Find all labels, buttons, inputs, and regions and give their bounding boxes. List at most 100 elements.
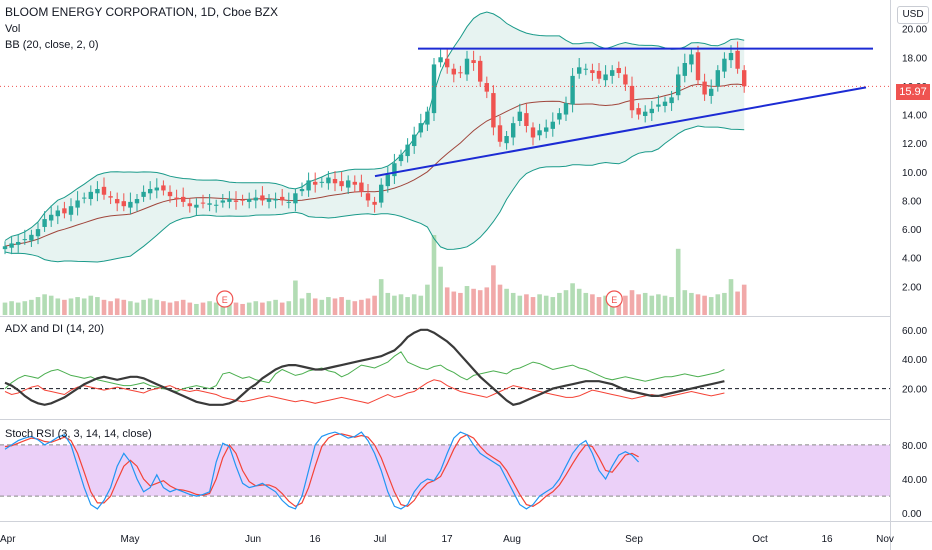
last-price-badge: 15.97 bbox=[896, 84, 930, 100]
candle-body bbox=[570, 75, 575, 105]
candle-body bbox=[214, 204, 219, 206]
candle-body bbox=[596, 70, 602, 79]
candle-body bbox=[471, 60, 476, 63]
candle-body bbox=[742, 70, 747, 87]
candle-body bbox=[82, 197, 87, 199]
candle-body bbox=[286, 201, 291, 203]
candle-body bbox=[623, 74, 628, 85]
candle-body bbox=[398, 154, 404, 162]
candle-body bbox=[49, 214, 54, 221]
candle-body bbox=[610, 70, 615, 76]
currency-button[interactable]: USD bbox=[897, 6, 929, 24]
volume-bar bbox=[735, 291, 740, 315]
candle-body bbox=[484, 83, 489, 92]
volume-bar bbox=[392, 295, 397, 315]
volume-bar bbox=[306, 292, 311, 315]
candle-body bbox=[326, 177, 331, 184]
x-axis-tick: Jun bbox=[245, 534, 261, 545]
x-axis-tick: Sep bbox=[625, 534, 643, 545]
candle-body bbox=[313, 181, 318, 185]
volume-bar bbox=[68, 298, 74, 315]
candle-body bbox=[537, 130, 542, 136]
candle-body bbox=[220, 200, 225, 203]
bollinger-label: BB (20, close, 2, 0) bbox=[5, 39, 99, 51]
volume-bar bbox=[675, 248, 681, 315]
candle-body bbox=[167, 191, 173, 197]
volume-bar bbox=[141, 299, 146, 315]
volume-bar bbox=[299, 298, 305, 315]
volume-bar bbox=[722, 292, 727, 315]
price-axis-tick: 6.00 bbox=[902, 225, 922, 236]
volume-bar bbox=[398, 294, 404, 315]
volume-bar bbox=[95, 297, 100, 315]
candle-body bbox=[187, 203, 192, 207]
volume-bar bbox=[154, 299, 160, 315]
volume-bar bbox=[689, 292, 694, 315]
x-axis-tick: 17 bbox=[441, 534, 453, 545]
candle-body bbox=[75, 200, 80, 208]
volume-bar bbox=[22, 301, 28, 315]
minus-di-line bbox=[4, 379, 725, 404]
price-axis-tick: 4.00 bbox=[902, 254, 922, 265]
candle-body bbox=[431, 64, 437, 114]
volume-bar bbox=[636, 294, 641, 315]
candle-body bbox=[154, 187, 159, 191]
candle-body bbox=[385, 174, 390, 187]
candle-body bbox=[557, 113, 562, 120]
candle-body bbox=[55, 210, 60, 217]
candle-body bbox=[128, 201, 133, 208]
stoch-axis-tick: 0.00 bbox=[902, 509, 922, 520]
candle-body bbox=[583, 68, 588, 70]
x-axis-tick: 16 bbox=[309, 534, 321, 545]
volume-bar bbox=[48, 295, 54, 315]
volume-bar bbox=[187, 302, 193, 315]
candle-body bbox=[695, 52, 701, 81]
candle-body bbox=[629, 85, 635, 111]
candle-body bbox=[101, 186, 107, 195]
x-axis-tick: Aug bbox=[503, 534, 521, 545]
volume-bar bbox=[326, 297, 331, 315]
volume-bar bbox=[167, 302, 173, 315]
volume-bar bbox=[332, 298, 338, 315]
candle-body bbox=[88, 191, 93, 200]
x-axis-tick: Jul bbox=[374, 534, 387, 545]
volume-bar bbox=[669, 297, 674, 315]
volume-bar bbox=[101, 299, 107, 315]
volume-bar bbox=[62, 299, 67, 315]
volume-bar bbox=[200, 302, 206, 315]
volume-bar bbox=[590, 294, 595, 315]
earnings-marker bbox=[216, 290, 234, 308]
candle-body bbox=[497, 125, 503, 142]
volume-bar bbox=[596, 297, 602, 315]
candle-body bbox=[108, 196, 113, 198]
candle-body bbox=[379, 184, 384, 203]
volume-bar bbox=[418, 295, 424, 315]
stoch-axis-tick: 80.00 bbox=[902, 441, 927, 452]
volume-bar bbox=[543, 295, 549, 315]
stoch-k-line bbox=[4, 431, 640, 510]
volume-bar bbox=[55, 298, 61, 315]
volume-bar bbox=[29, 299, 34, 315]
candle-body bbox=[643, 111, 648, 116]
candle-body bbox=[365, 193, 371, 201]
candle-body bbox=[511, 123, 516, 138]
earnings-marker bbox=[605, 290, 623, 308]
candle-body bbox=[346, 180, 351, 188]
volume-bar bbox=[213, 302, 219, 315]
volume-bar bbox=[484, 287, 490, 315]
volume-bar bbox=[708, 297, 714, 315]
volume-bar bbox=[702, 295, 707, 315]
candle-body bbox=[233, 200, 239, 202]
volume-bar bbox=[352, 301, 358, 315]
candle-body bbox=[418, 123, 423, 133]
candle-body bbox=[134, 199, 140, 204]
chart-title: BLOOM ENERGY CORPORATION, 1D, Cboe BZX bbox=[5, 5, 278, 19]
volume-bar bbox=[563, 290, 569, 315]
volume-bar bbox=[365, 298, 371, 315]
candle-body bbox=[141, 191, 146, 197]
x-axis-tick: Apr bbox=[0, 534, 16, 545]
volume-bar bbox=[359, 299, 364, 315]
volume-bar bbox=[279, 302, 285, 315]
x-axis-tick: 16 bbox=[821, 534, 833, 545]
volume-bar bbox=[220, 301, 226, 315]
